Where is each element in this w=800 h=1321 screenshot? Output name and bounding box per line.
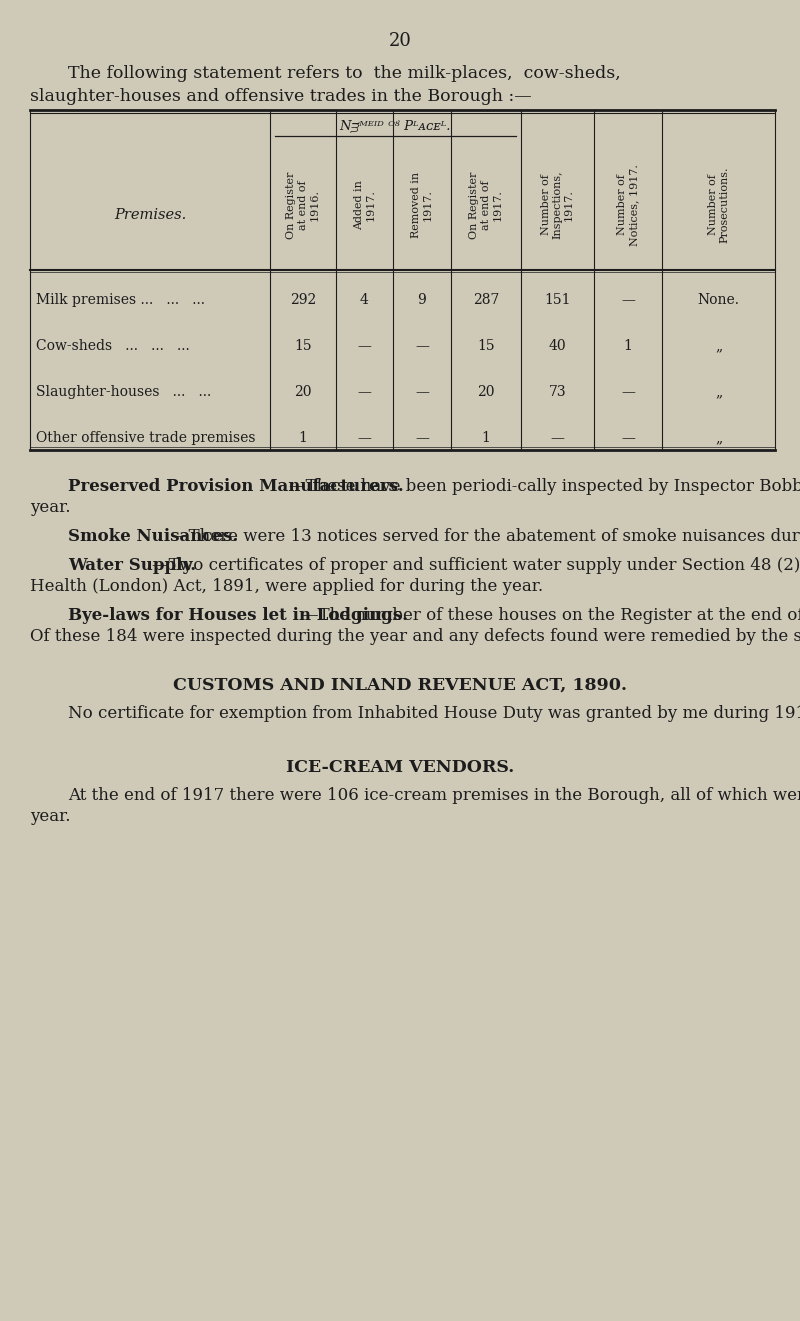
Text: —Two certificates of proper and sufficient water supply under Section 48 (2) of : —Two certificates of proper and sufficie… <box>153 557 800 575</box>
Text: ICE-CREAM VENDORS.: ICE-CREAM VENDORS. <box>286 760 514 775</box>
Text: —: — <box>415 339 429 354</box>
Text: —: — <box>358 432 371 445</box>
Text: —There were 13 notices served for the abatement of smoke nuisances during the ye: —There were 13 notices served for the ab… <box>172 528 800 546</box>
Text: Cow-sheds   ...   ...   ...: Cow-sheds ... ... ... <box>36 339 190 354</box>
Text: 73: 73 <box>549 386 566 399</box>
Text: —: — <box>415 432 429 445</box>
Text: Other offensive trade premises: Other offensive trade premises <box>36 432 255 445</box>
Text: Number of
Prosecutions.: Number of Prosecutions. <box>708 166 730 243</box>
Text: The following statement refers to  the milk-places,  cow-sheds,: The following statement refers to the mi… <box>68 65 621 82</box>
Text: 1: 1 <box>298 432 307 445</box>
Text: 15: 15 <box>477 339 495 354</box>
Text: —: — <box>550 432 565 445</box>
Text: —: — <box>621 386 635 399</box>
Text: Water Supply.: Water Supply. <box>68 557 196 575</box>
Text: At the end of 1917 there were 106 ice-cream premises in the Borough, all of whic: At the end of 1917 there were 106 ice-cr… <box>68 787 800 804</box>
Text: 4: 4 <box>360 293 369 308</box>
Text: Nᴟᴹᴱᴵᴰ ᴼᴽ Pᴸᴀᴄᴇᴸ.: Nᴟᴹᴱᴵᴰ ᴼᴽ Pᴸᴀᴄᴇᴸ. <box>340 120 451 133</box>
Text: —The number of these houses on the Register at the end of 1917 was 470.: —The number of these houses on the Regis… <box>302 608 800 624</box>
Text: year.: year. <box>30 808 70 826</box>
Text: —: — <box>358 339 371 354</box>
Text: Of these 184 were inspected during the year and any defects found were remedied : Of these 184 were inspected during the y… <box>30 627 800 645</box>
Text: —These have been periodi­cally inspected by Inspector Bobbitt during the: —These have been periodi­cally inspected… <box>289 478 800 495</box>
Text: Bye-laws for Houses let in Lodgings.: Bye-laws for Houses let in Lodgings. <box>68 608 408 624</box>
Text: —: — <box>415 386 429 399</box>
Text: No certificate for exemption from Inhabited House Duty was granted by me during : No certificate for exemption from Inhabi… <box>68 705 800 723</box>
Text: 1: 1 <box>623 339 633 354</box>
Text: 9: 9 <box>418 293 426 308</box>
Text: Preserved Provision Manufacturers.: Preserved Provision Manufacturers. <box>68 478 404 495</box>
Text: Smoke Nuisances.: Smoke Nuisances. <box>68 528 238 546</box>
Text: Removed in
1917.: Removed in 1917. <box>411 172 433 238</box>
Text: 1: 1 <box>482 432 490 445</box>
Text: 151: 151 <box>544 293 570 308</box>
Text: „: „ <box>715 386 722 399</box>
Text: —: — <box>358 386 371 399</box>
Text: —: — <box>621 293 635 308</box>
Text: „: „ <box>715 339 722 354</box>
Text: On Register
at end of
1917.: On Register at end of 1917. <box>470 172 502 239</box>
Text: Milk premises ...   ...   ...: Milk premises ... ... ... <box>36 293 205 308</box>
Text: Slaughter-houses   ...   ...: Slaughter-houses ... ... <box>36 386 211 399</box>
Text: Premises.: Premises. <box>114 207 186 222</box>
Text: 40: 40 <box>549 339 566 354</box>
Text: Number of
Inspections,
1917.: Number of Inspections, 1917. <box>541 170 574 239</box>
Text: Number of
Notices, 1917.: Number of Notices, 1917. <box>618 164 638 246</box>
Text: Health (London) Act, 1891, were applied for during the year.: Health (London) Act, 1891, were applied … <box>30 579 543 594</box>
Text: 20: 20 <box>478 386 494 399</box>
Text: CUSTOMS AND INLAND REVENUE ACT, 1890.: CUSTOMS AND INLAND REVENUE ACT, 1890. <box>173 676 627 694</box>
Text: slaughter-houses and offensive trades in the Borough :—: slaughter-houses and offensive trades in… <box>30 89 532 104</box>
Text: None.: None. <box>698 293 739 308</box>
Text: On Register
at end of
1916.: On Register at end of 1916. <box>286 172 320 239</box>
Text: year.: year. <box>30 499 70 517</box>
Text: Added in
1917.: Added in 1917. <box>354 180 375 230</box>
Text: —: — <box>621 432 635 445</box>
Text: 287: 287 <box>473 293 499 308</box>
Text: 20: 20 <box>389 32 411 50</box>
Text: 20: 20 <box>294 386 312 399</box>
Text: „: „ <box>715 432 722 445</box>
Text: 15: 15 <box>294 339 312 354</box>
Text: 292: 292 <box>290 293 316 308</box>
